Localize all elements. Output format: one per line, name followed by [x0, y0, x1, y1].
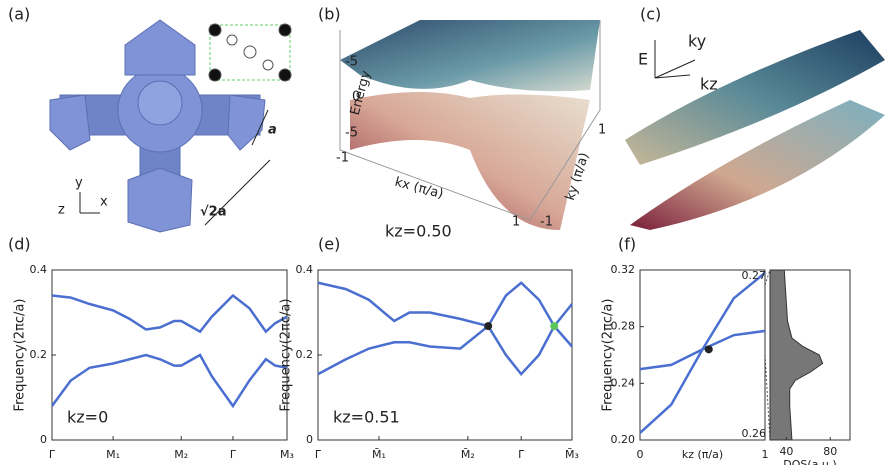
dos-area [770, 270, 823, 440]
y-tick-label: 0.26 [742, 427, 767, 440]
panel-label: (a) [8, 5, 30, 24]
x-tick-label: M̄₃ [565, 448, 579, 461]
panel-b-surface [340, 20, 600, 230]
y-axis-label: Frequency(2πc/a) [601, 299, 616, 412]
y-tick-label: 0.4 [30, 263, 48, 276]
y-tick-label: 0.2 [30, 348, 48, 361]
dimension: √2a [200, 205, 227, 220]
degeneracy-point [705, 345, 713, 353]
band-line [52, 355, 287, 406]
axis-name: x [100, 195, 108, 210]
axis-name: kz [700, 75, 718, 94]
y-tick-label: 0.2 [296, 348, 314, 361]
x-tick-label: 0 [637, 448, 644, 461]
panel-c-surface [625, 30, 885, 230]
axis-name: E [638, 50, 648, 69]
tick-label: -5 [345, 55, 358, 70]
x-tick-label: Γ [49, 448, 56, 461]
tick-label: -5 [345, 126, 358, 141]
y-axis-label: Frequency(2πc/a) [279, 299, 294, 412]
tick-label: -1 [540, 215, 553, 230]
panel-a-shape [50, 20, 265, 232]
x-tick-label: Γ̄ [315, 448, 322, 461]
x-tick-label: 80 [823, 445, 837, 458]
panel-label: (b) [318, 5, 341, 24]
y-tick-label: 0 [306, 433, 313, 446]
x-tick-label: 40 [779, 445, 793, 458]
panel-label: (f) [618, 235, 636, 254]
y-tick-label: 0.27 [742, 269, 767, 282]
x-tick-label: M₁ [106, 448, 120, 461]
dimension: a [268, 123, 277, 138]
x-tick-label: Γ̄ [518, 448, 525, 461]
axis-name: z [58, 203, 65, 218]
band-line [52, 296, 287, 332]
annotation: kz=0 [67, 408, 108, 427]
panel-label: (d) [8, 235, 31, 254]
band-line [640, 273, 765, 433]
axis-name: ky [688, 32, 706, 51]
x-tick-label: M₂ [174, 448, 188, 461]
y-tick-label: 0 [40, 433, 47, 446]
y-tick-label: 0.32 [611, 263, 636, 276]
x-axis-label: kz (π/a) [682, 448, 723, 461]
panel-label: (e) [318, 235, 340, 254]
crystal-icon [209, 24, 291, 81]
figure: (a) x y z a √2a (b) -5 0 -5 Energy -1 1 … [0, 0, 887, 465]
panel-label: (c) [640, 5, 661, 24]
tick-label: 1 [512, 215, 520, 230]
y-tick-label: 0.4 [296, 263, 314, 276]
annotation: kz=0.50 [385, 222, 452, 241]
y-tick-label: 0.28 [611, 320, 636, 333]
tick-label: -1 [336, 151, 349, 166]
x-tick-label: 1 [762, 448, 769, 461]
y-tick-label: 0.24 [611, 376, 636, 389]
y-axis-label: Frequency(2πc/a) [13, 299, 28, 412]
x-tick-label: Γ [230, 448, 237, 461]
x-tick-label: M₃ [280, 448, 294, 461]
y-tick-label: 0.20 [611, 433, 636, 446]
degeneracy-point [484, 322, 492, 330]
degeneracy-point [550, 322, 558, 330]
annotation: kz=0.51 [333, 408, 400, 427]
x-axis-label: DOS(a.u.) [783, 458, 836, 465]
tick-label: 1 [598, 123, 606, 138]
x-tick-label: M̄₁ [372, 448, 386, 461]
x-tick-label: M̄₂ [461, 448, 475, 461]
axis-name: y [75, 176, 83, 191]
dos-connector [765, 270, 770, 440]
